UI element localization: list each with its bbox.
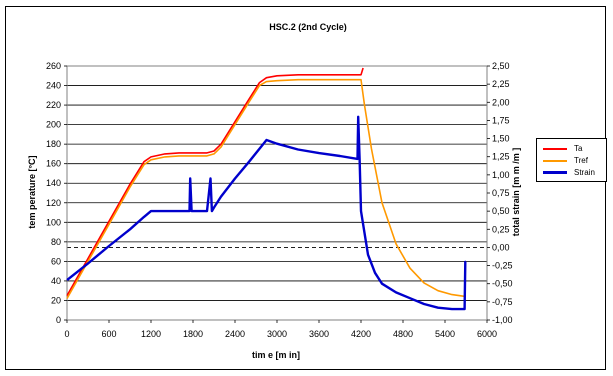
legend-label-tref: Tref	[574, 156, 588, 165]
x-tick-label: 3000	[267, 329, 287, 339]
y2-tick-label: -0,50	[492, 279, 513, 289]
legend-label-ta: Ta	[574, 144, 583, 153]
x-tick-label: 1800	[183, 329, 203, 339]
series-line-tref	[66, 78, 467, 299]
x-tick-labels: 0 600 1200 1800 2400 3000 3600 4200 4800 5400 6000	[64, 320, 497, 339]
series-line-strain	[66, 115, 467, 311]
y2-tick-label: -0,75	[492, 297, 513, 307]
y2-tick-label: -1,00	[492, 315, 513, 325]
y-tick-label: 160	[46, 159, 61, 169]
y2-tick-label: 2,25	[492, 79, 510, 89]
y-tick-label: 140	[46, 178, 61, 188]
y-tick-labels: 0 20 40 60 80 100 120 140 160 180 200 220 240 260	[46, 61, 67, 325]
x-tick-label: 1200	[141, 329, 161, 339]
legend-swatch-ta	[543, 148, 567, 150]
y-tick-label: 40	[51, 276, 61, 286]
x-axis-label: tim e [m in]	[252, 350, 300, 360]
y2-tick-label: 2,00	[492, 97, 510, 107]
y2-tick-label: 0,75	[492, 188, 510, 198]
x-tick-label: 4200	[351, 329, 371, 339]
y-tick-label: 200	[46, 120, 61, 130]
y-tick-label: 20	[51, 295, 61, 305]
legend-item-ta: Ta	[543, 143, 605, 155]
x-tick-label: 5400	[435, 329, 455, 339]
y2-tick-label: 1,75	[492, 115, 510, 125]
x-tick-label: 3600	[309, 329, 329, 339]
x-tick-label: 0	[64, 329, 69, 339]
y2-tick-labels: -1,00 -0,75 -0,50 -0,25 0,00 0,25 0,50 0,75 1,00…	[487, 61, 513, 325]
y-tick-label: 260	[46, 61, 61, 71]
y-tick-label: 240	[46, 81, 61, 91]
legend-swatch-tref	[543, 160, 567, 162]
y2-tick-label: 1,50	[492, 134, 510, 144]
y2-axis-label: total strain [m m /m ]	[511, 148, 521, 237]
chart-frame	[5, 6, 606, 370]
y2-tick-label: 1,25	[492, 152, 510, 162]
legend-item-tref: Tref	[543, 155, 605, 167]
y-tick-label: 80	[51, 237, 61, 247]
legend-item-strain: Strain	[543, 167, 605, 179]
x-tick-label: 600	[101, 329, 116, 339]
legend-swatch-strain	[543, 171, 567, 174]
x-tick-label: 2400	[225, 329, 245, 339]
y-tick-label: 180	[46, 139, 61, 149]
y2-tick-label: 1,00	[492, 170, 510, 180]
legend-label-strain: Strain	[574, 168, 595, 177]
y2-tick-label: 0,00	[492, 242, 510, 252]
y-tick-label: 120	[46, 198, 61, 208]
x-tick-label: 6000	[477, 329, 497, 339]
y2-tick-label: 0,25	[492, 224, 510, 234]
y2-tick-label: -0,25	[492, 261, 513, 271]
y-axis-label: tem perature [°C]	[27, 155, 37, 228]
series-line-ta	[66, 67, 364, 296]
legend: Ta Tref Strain	[536, 138, 607, 182]
y2-tick-label: 2,50	[492, 61, 510, 71]
chart-title: HSC.2 (2nd Cycle)	[269, 22, 347, 32]
y2-tick-label: 0,50	[492, 206, 510, 216]
series-layer	[66, 67, 467, 311]
y-tick-label: 60	[51, 256, 61, 266]
y-tick-label: 220	[46, 100, 61, 110]
y-tick-label: 0	[56, 315, 61, 325]
x-tick-label: 4800	[393, 329, 413, 339]
y-tick-label: 100	[46, 217, 61, 227]
